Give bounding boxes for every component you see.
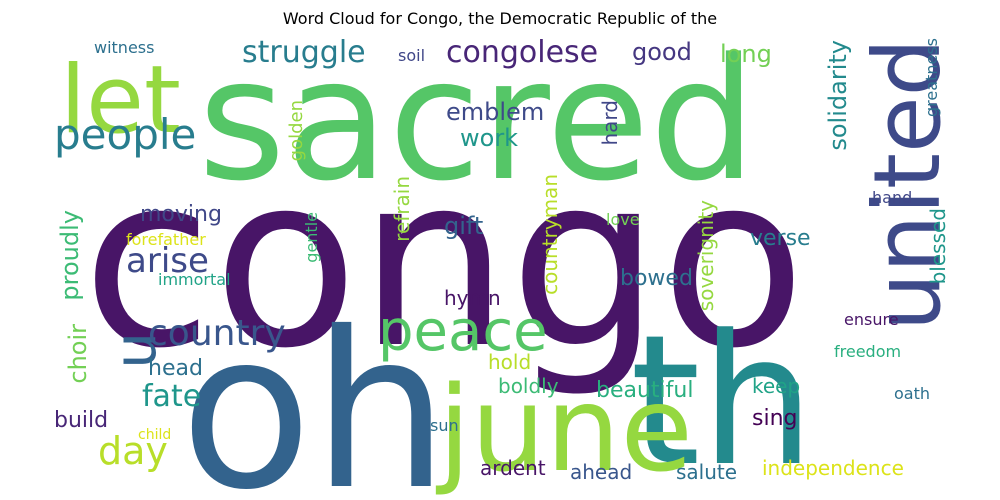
word: th <box>630 297 815 496</box>
word: freedom <box>834 342 902 361</box>
word: ahead <box>570 460 633 484</box>
word: beautiful <box>596 378 694 403</box>
word: immortal <box>158 270 231 289</box>
chart-title: Word Cloud for Congo, the Democratic Rep… <box>282 9 718 28</box>
word: long <box>720 40 772 68</box>
word: arise <box>126 241 209 281</box>
word: keep <box>752 374 801 398</box>
word: emblem <box>446 98 545 126</box>
word: day <box>98 429 168 473</box>
word: choir <box>64 324 92 384</box>
word: head <box>148 356 203 381</box>
word: moving <box>140 202 222 227</box>
word: good <box>632 38 692 66</box>
word: congo <box>82 124 806 401</box>
word: bowed <box>620 266 693 291</box>
word: hand <box>872 188 913 207</box>
word: golden <box>286 100 307 162</box>
word: forefather <box>126 230 206 249</box>
word: love <box>606 210 640 229</box>
word: hymn <box>444 286 501 310</box>
word: refrain <box>390 176 414 242</box>
word: work <box>460 124 519 152</box>
word: ardent <box>480 456 546 480</box>
word: build <box>54 408 109 433</box>
word: oath <box>894 384 931 403</box>
word: hold <box>488 350 532 374</box>
word: people <box>54 110 197 159</box>
word: proudly <box>56 210 84 301</box>
word: june <box>438 360 693 496</box>
word: oh <box>180 286 450 497</box>
word: peace <box>378 299 548 364</box>
word: fate <box>142 379 202 414</box>
word: gift <box>444 212 484 240</box>
word: sacred <box>198 34 757 218</box>
word: blessed <box>926 208 950 285</box>
word: congolese <box>446 35 599 70</box>
word-cloud: congo sacred oh th june united let peace… <box>40 34 960 496</box>
word: boldly <box>498 374 559 398</box>
word: child <box>138 427 172 443</box>
word: independence <box>762 456 904 480</box>
word: sun <box>430 416 459 435</box>
word: greatness <box>922 38 941 117</box>
word: witness <box>94 38 155 57</box>
word: hard <box>598 100 622 146</box>
word: solidarity <box>824 40 852 151</box>
word: verse <box>750 226 811 251</box>
word: salute <box>676 460 738 484</box>
word: gentle <box>302 212 321 263</box>
word: soverignity <box>694 200 718 312</box>
word: soil <box>398 46 426 65</box>
word: let <box>60 46 181 155</box>
word: sing <box>752 406 798 431</box>
word: ensure <box>844 310 899 329</box>
word: countryman <box>538 174 562 295</box>
word: struggle <box>242 35 366 70</box>
word: country <box>148 313 286 354</box>
